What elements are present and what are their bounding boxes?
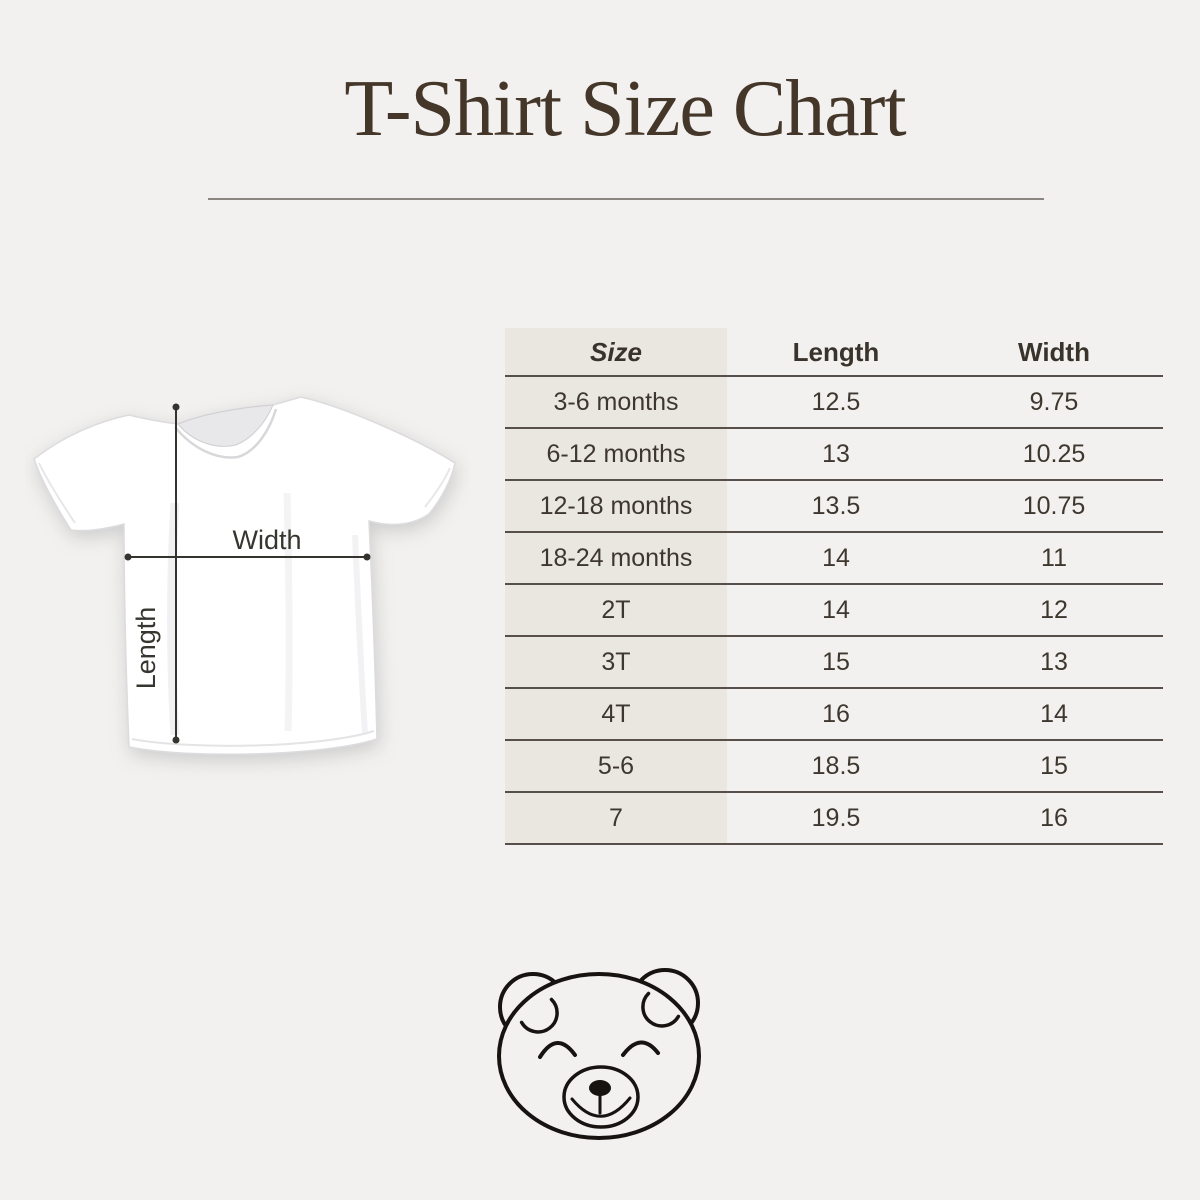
length-cell: 13	[822, 439, 850, 468]
width-cell: 14	[1040, 699, 1068, 728]
width-cell: 11	[1041, 543, 1067, 572]
bear-head	[497, 972, 701, 1140]
length-cell: 12.5	[811, 387, 861, 416]
length-cell: 14	[822, 595, 850, 624]
length-cell: 18.5	[811, 751, 861, 780]
table-row: 5-6 18.5 15	[505, 741, 1163, 793]
size-table: Size Length Width 3-6 months 12.5 9.75 6…	[505, 328, 1163, 845]
bear-left-eye	[538, 1041, 577, 1059]
size-cell: 3-6 months	[505, 377, 727, 427]
table-row: 18-24 months 14 11	[505, 533, 1163, 585]
length-cell: 15	[822, 647, 850, 676]
title-divider	[208, 198, 1044, 200]
bear-left-inner-ear	[519, 997, 559, 1034]
width-cell: 10.25	[1022, 439, 1086, 468]
left-sleeve-stitch	[38, 462, 76, 524]
tshirt-body	[33, 396, 456, 755]
length-cell: 13.5	[811, 491, 861, 520]
size-cell: 4T	[505, 689, 727, 739]
size-cell: 12-18 months	[505, 481, 727, 531]
bear-right-eye	[621, 1040, 660, 1057]
fold-shading	[352, 534, 368, 734]
table-row: 4T 16 14	[505, 689, 1163, 741]
fold-shading	[283, 492, 293, 732]
table-header-row: Size Length Width	[505, 328, 1163, 377]
tshirt-image: Width Length	[33, 396, 456, 755]
table-row: 3T 15 13	[505, 637, 1163, 689]
length-cell: 14	[822, 543, 850, 572]
size-cell: 3T	[505, 637, 727, 687]
collar-band	[174, 408, 278, 459]
length-cell: 19.5	[811, 803, 861, 832]
length-label: Length	[131, 607, 161, 690]
column-header-width: Width	[1018, 336, 1090, 367]
table-row: 6-12 months 13 10.25	[505, 429, 1163, 481]
table-row: 3-6 months 12.5 9.75	[505, 377, 1163, 429]
length-cell: 16	[822, 699, 850, 728]
width-label: Width	[232, 525, 301, 555]
collar-opening	[177, 404, 274, 447]
table-row: 7 19.5 16	[505, 793, 1163, 845]
size-cell: 6-12 months	[505, 429, 727, 479]
column-header-length: Length	[792, 336, 880, 367]
size-cell: 7	[505, 793, 727, 843]
width-cell: 9.75	[1029, 387, 1079, 416]
tshirt-diagram: Width Length	[25, 383, 470, 783]
width-measure-line	[124, 553, 371, 561]
hem-stitch	[131, 730, 375, 747]
column-header-size: Size	[505, 328, 727, 375]
bear-nose	[589, 1080, 611, 1096]
bear-right-inner-ear	[641, 991, 681, 1028]
size-cell: 2T	[505, 585, 727, 635]
size-cell: 5-6	[505, 741, 727, 791]
width-cell: 16	[1040, 803, 1068, 832]
width-cell: 10.75	[1022, 491, 1086, 520]
length-measure-line	[172, 403, 180, 744]
bear-smile	[570, 1096, 632, 1118]
bear-face-icon	[494, 962, 706, 1152]
width-cell: 12	[1040, 595, 1068, 624]
width-cell: 13	[1040, 647, 1068, 676]
table-row: 2T 14 12	[505, 585, 1163, 637]
table-row: 12-18 months 13.5 10.75	[505, 481, 1163, 533]
size-cell: 18-24 months	[505, 533, 727, 583]
right-sleeve-stitch	[424, 467, 451, 508]
page-title: T-Shirt Size Chart	[344, 65, 906, 153]
fold-shading	[167, 502, 180, 736]
width-cell: 15	[1040, 751, 1068, 780]
